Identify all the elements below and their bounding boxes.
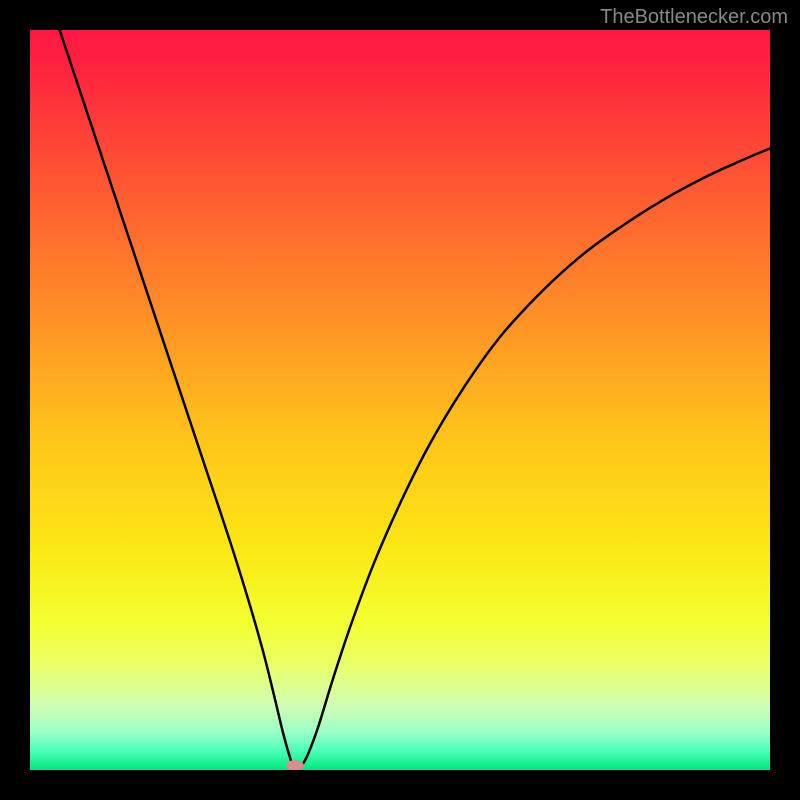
bottleneck-curve xyxy=(30,30,770,770)
watermark-text: TheBottlenecker.com xyxy=(600,6,788,29)
chart-frame: TheBottlenecker.com xyxy=(0,0,800,800)
minimum-marker xyxy=(286,760,304,770)
plot-area xyxy=(30,30,770,770)
